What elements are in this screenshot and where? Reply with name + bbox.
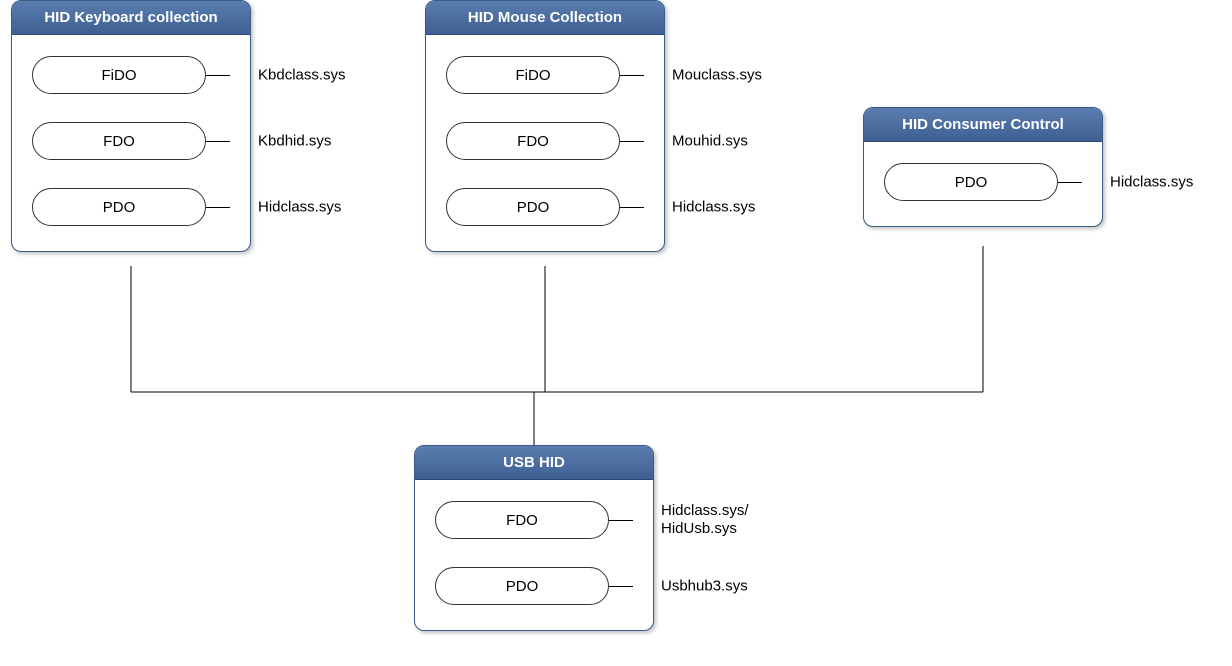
- pill-row: FDO Kbdhid.sys: [32, 119, 230, 163]
- pill-label: Usbhub3.sys: [661, 578, 748, 595]
- pill-label: Hidclass.sys: [672, 199, 755, 216]
- pill-row: PDO Usbhub3.sys: [435, 564, 633, 608]
- pill-row: PDO Hidclass.sys: [32, 185, 230, 229]
- pill-row: FDO Hidclass.sys/HidUsb.sys: [435, 498, 633, 542]
- pill-row: PDO Hidclass.sys: [884, 160, 1082, 204]
- box-keyboard: HID Keyboard collection FiDO Kbdclass.sy…: [11, 0, 251, 252]
- pill-connector: [620, 75, 644, 76]
- pill-fdo: FDO: [32, 122, 206, 160]
- box-consumer-body: PDO Hidclass.sys: [864, 142, 1102, 226]
- pill-fdo: FDO: [435, 501, 609, 539]
- pill-connector: [620, 207, 644, 208]
- box-mouse-title: HID Mouse Collection: [426, 1, 664, 35]
- pill-connector: [206, 141, 230, 142]
- pill-label: Mouclass.sys: [672, 67, 762, 84]
- pill-connector: [609, 520, 633, 521]
- pill-label: Hidclass.sys: [1110, 174, 1193, 191]
- pill-fdo: FDO: [446, 122, 620, 160]
- pill-label: Kbdclass.sys: [258, 67, 346, 84]
- box-usbhid-title: USB HID: [415, 446, 653, 480]
- pill-fido: FiDO: [446, 56, 620, 94]
- pill-row: FiDO Kbdclass.sys: [32, 53, 230, 97]
- box-mouse-body: FiDO Mouclass.sys FDO Mouhid.sys PDO Hid…: [426, 35, 664, 251]
- box-usbhid: USB HID FDO Hidclass.sys/HidUsb.sys PDO …: [414, 445, 654, 631]
- pill-label: Hidclass.sys: [258, 199, 341, 216]
- pill-connector: [206, 75, 230, 76]
- box-keyboard-title: HID Keyboard collection: [12, 1, 250, 35]
- box-consumer-title: HID Consumer Control: [864, 108, 1102, 142]
- pill-label: Mouhid.sys: [672, 133, 748, 150]
- box-usbhid-body: FDO Hidclass.sys/HidUsb.sys PDO Usbhub3.…: [415, 480, 653, 630]
- pill-row: FDO Mouhid.sys: [446, 119, 644, 163]
- pill-connector: [609, 586, 633, 587]
- box-mouse: HID Mouse Collection FiDO Mouclass.sys F…: [425, 0, 665, 252]
- pill-fido: FiDO: [32, 56, 206, 94]
- pill-row: PDO Hidclass.sys: [446, 185, 644, 229]
- pill-pdo: PDO: [435, 567, 609, 605]
- pill-label: Kbdhid.sys: [258, 133, 331, 150]
- pill-pdo: PDO: [32, 188, 206, 226]
- pill-label: Hidclass.sys/HidUsb.sys: [661, 502, 749, 538]
- box-consumer: HID Consumer Control PDO Hidclass.sys: [863, 107, 1103, 227]
- pill-connector: [206, 207, 230, 208]
- pill-connector: [620, 141, 644, 142]
- pill-pdo: PDO: [884, 163, 1058, 201]
- pill-pdo: PDO: [446, 188, 620, 226]
- pill-row: FiDO Mouclass.sys: [446, 53, 644, 97]
- pill-connector: [1058, 182, 1082, 183]
- box-keyboard-body: FiDO Kbdclass.sys FDO Kbdhid.sys PDO Hid…: [12, 35, 250, 251]
